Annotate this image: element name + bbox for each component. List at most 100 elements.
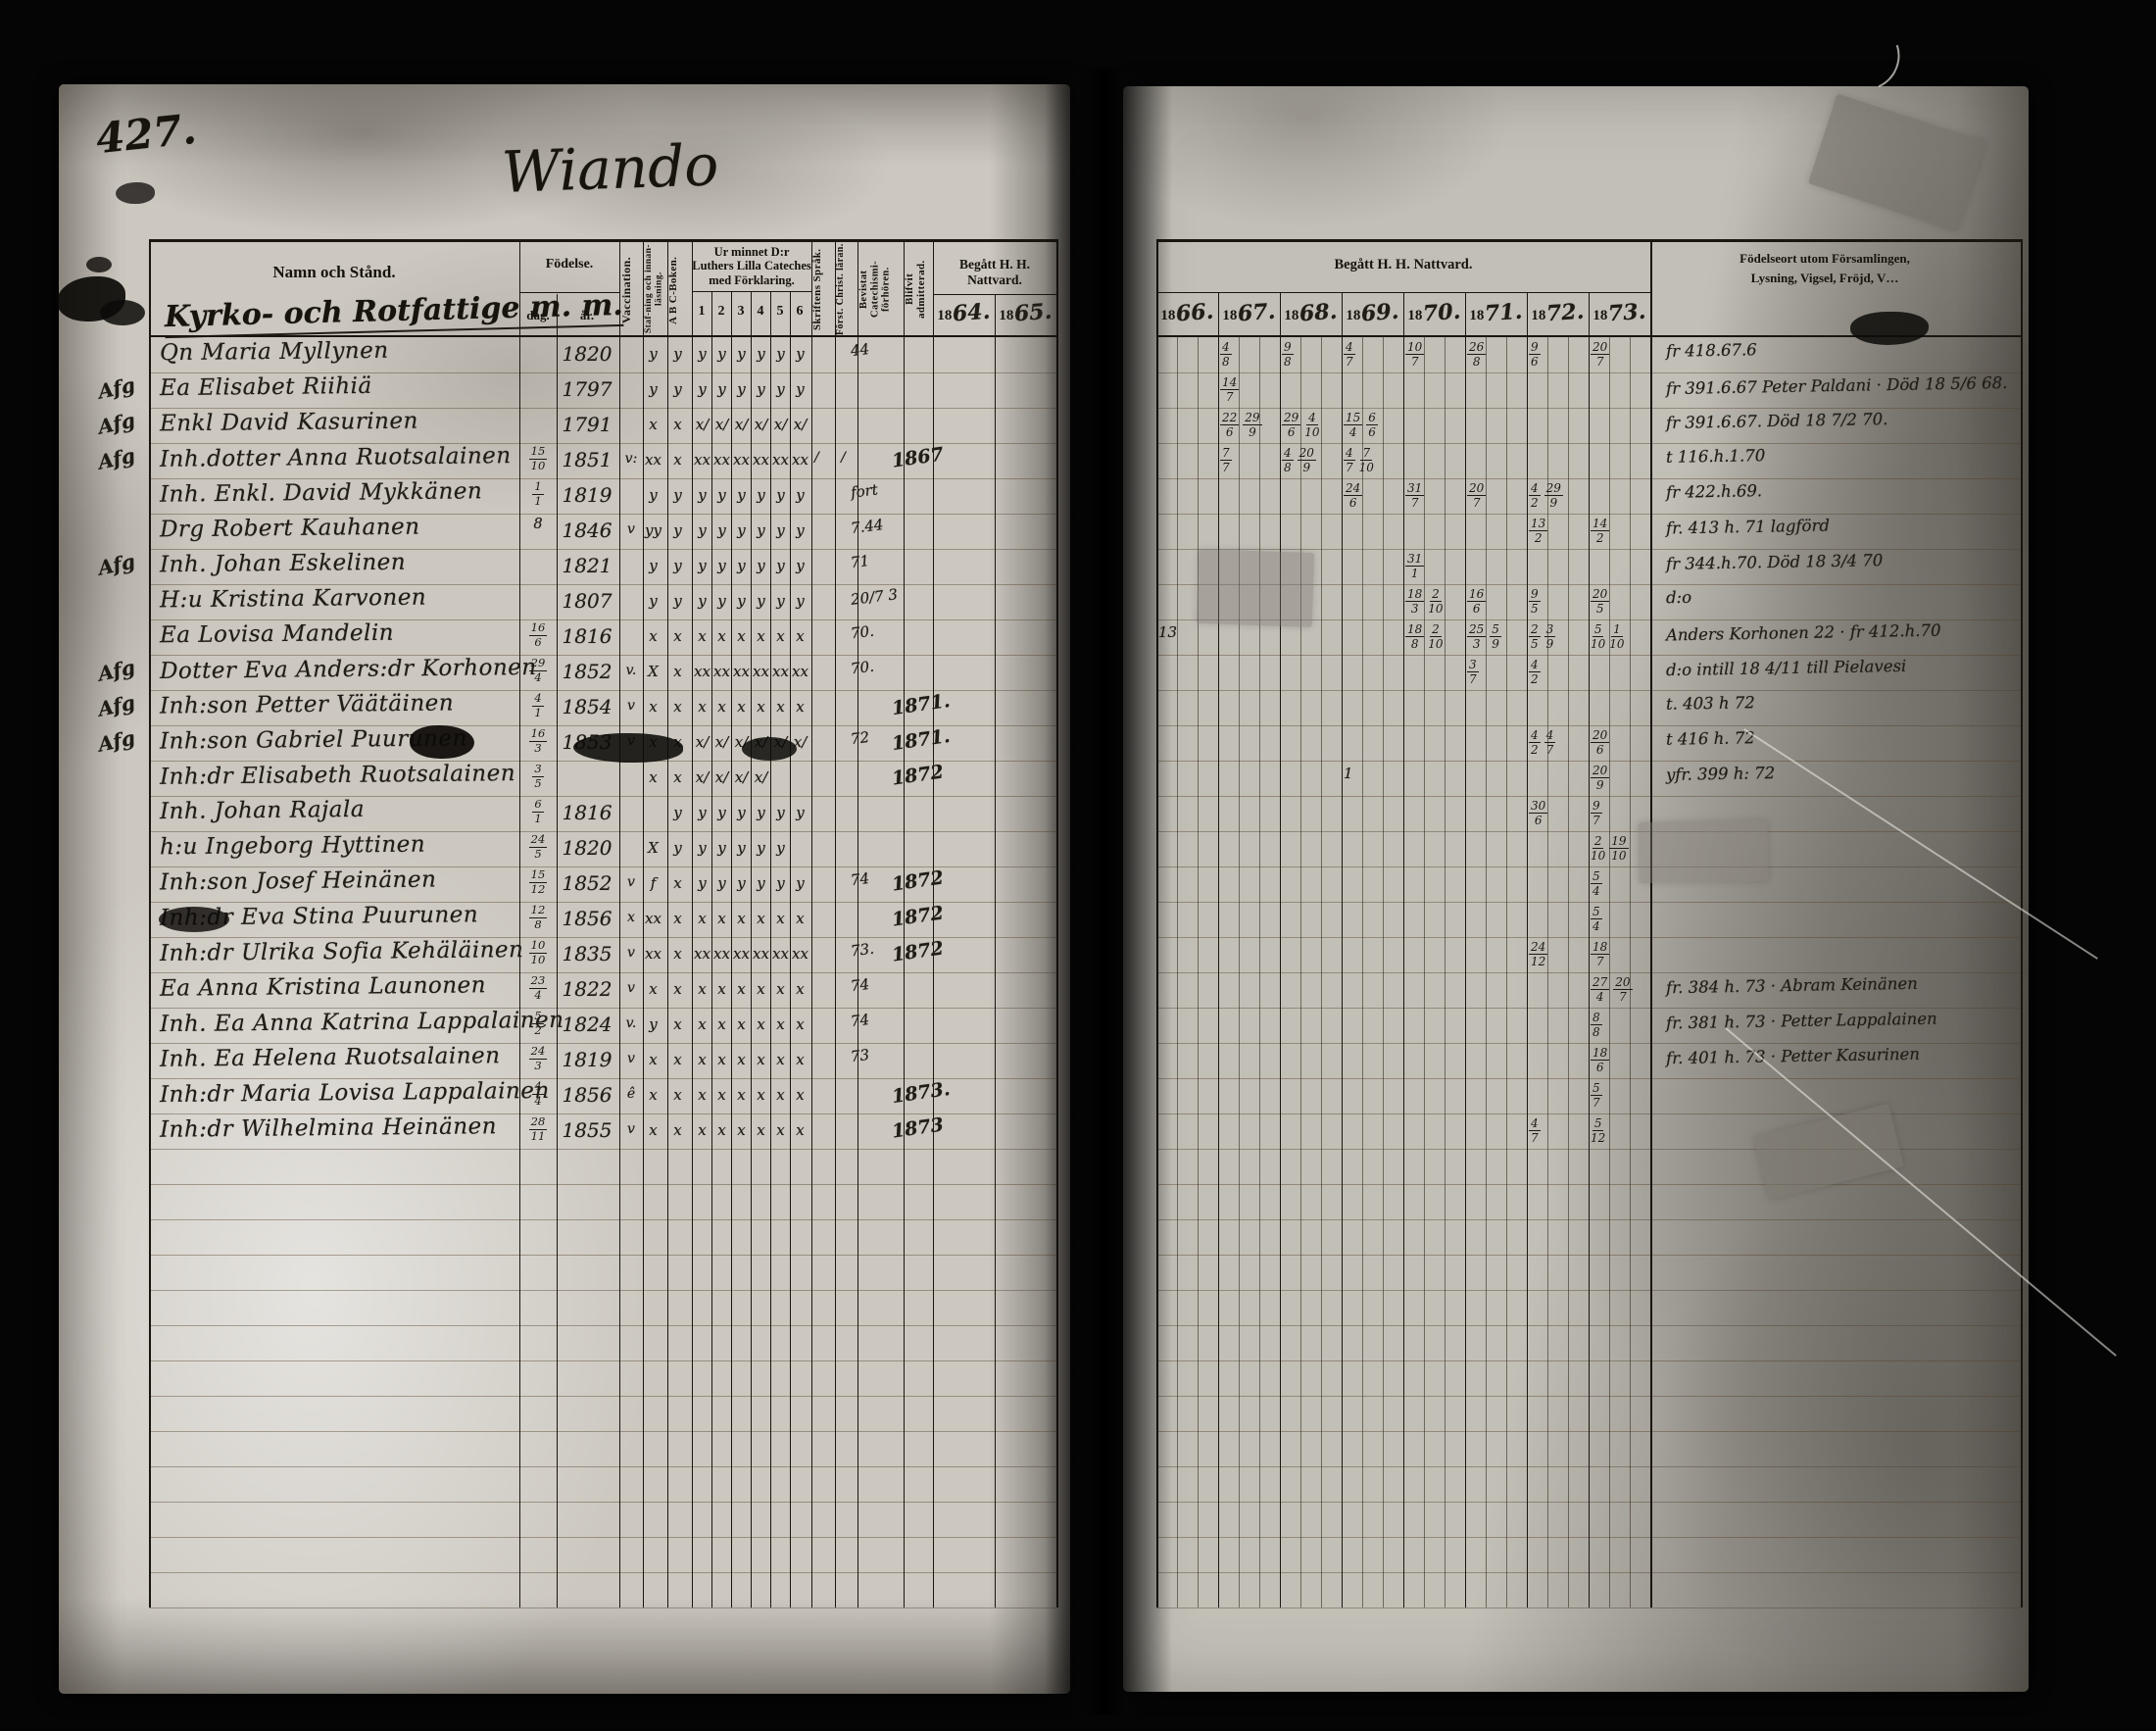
date-fraction: 23 4 bbox=[528, 973, 548, 1002]
entry-name: Ea Anna Kristina Launonen bbox=[159, 972, 487, 1002]
header-ar: år. bbox=[579, 308, 595, 322]
date-fraction: 29 9 bbox=[1243, 411, 1262, 439]
reading-mark: x bbox=[698, 1121, 707, 1139]
reading-mark: xx bbox=[694, 451, 710, 469]
year-handwritten: 73. bbox=[1607, 298, 1647, 327]
birth-year: 1855 bbox=[562, 1118, 612, 1142]
birth-year: 1854 bbox=[562, 695, 612, 718]
grid-line bbox=[1527, 292, 1528, 1607]
reading-mark: x bbox=[698, 627, 707, 645]
vaccination-mark: v bbox=[627, 1051, 635, 1066]
reading-mark: x bbox=[698, 698, 707, 716]
birth-year: 1835 bbox=[562, 942, 612, 965]
birth-day: 29 4 bbox=[520, 657, 556, 683]
reading-mark: x bbox=[698, 1086, 707, 1104]
cateches-col-number: 5 bbox=[776, 304, 784, 319]
grid-line bbox=[1156, 239, 2021, 242]
birth-year: 1791 bbox=[562, 413, 612, 436]
date-fraction: 13 2 bbox=[1529, 517, 1548, 545]
reading-mark: y bbox=[698, 486, 707, 504]
marginal-note: fr. 413 h. 71 lagförd bbox=[1665, 516, 1831, 538]
grid-line bbox=[149, 239, 151, 1607]
birth-year: 1851 bbox=[562, 448, 612, 471]
row-rule bbox=[149, 1360, 1056, 1361]
reading-mark: y bbox=[717, 380, 726, 398]
date-fraction: 29 9 bbox=[1544, 481, 1563, 510]
grid-line bbox=[1445, 335, 1446, 1607]
row-rule bbox=[149, 584, 1056, 585]
reading-mark: xx bbox=[713, 451, 730, 469]
paper-patch bbox=[1638, 819, 1769, 884]
grid-line bbox=[149, 335, 1058, 337]
entry-name: Inh. Johan Eskelinen bbox=[159, 549, 407, 578]
grid-line bbox=[1177, 335, 1178, 1607]
date-fraction: 2 10 bbox=[1428, 622, 1444, 651]
row-rule bbox=[149, 655, 1056, 656]
reading-mark: y bbox=[717, 874, 726, 892]
date-fraction: 20 7 bbox=[1591, 340, 1610, 369]
header-cateches: Ur minnet D:r Luthers Lilla Cateches med… bbox=[692, 245, 811, 287]
catechism-note: 44 bbox=[849, 339, 871, 361]
grid-line bbox=[1362, 335, 1363, 1607]
date-fraction: 20 9 bbox=[1297, 446, 1316, 474]
reading-mark: xx bbox=[792, 663, 808, 680]
row-rule bbox=[149, 1113, 1056, 1114]
reading-mark: x bbox=[698, 1015, 707, 1033]
date-fraction: 24 3 bbox=[528, 1044, 548, 1072]
row-rule bbox=[149, 408, 1056, 409]
row-rule bbox=[149, 690, 1056, 691]
birth-year: 1852 bbox=[562, 660, 612, 683]
grid-line bbox=[692, 291, 811, 292]
header-nattvard-right: Begått H. H. Nattvard. bbox=[1334, 257, 1473, 272]
date-fraction: 1 bbox=[1344, 765, 1353, 782]
grid-line bbox=[1547, 335, 1548, 1607]
header-notes-line1: Födelseort utom Församlingen, bbox=[1740, 251, 1910, 266]
grid-line bbox=[1609, 335, 1610, 1607]
communion-dates-1869: 24 6 bbox=[1344, 482, 1402, 509]
reading-mark: x/ bbox=[714, 733, 729, 751]
entry-name: Inh. Johan Rajala bbox=[159, 796, 366, 825]
grid-line bbox=[995, 294, 996, 1607]
reading-mark: x bbox=[737, 1121, 746, 1139]
communion-dates-1869: 4 7 7 10 bbox=[1344, 447, 1402, 473]
year-handwritten: 69. bbox=[1360, 298, 1400, 327]
reading-mark: x bbox=[673, 451, 682, 469]
reading-mark: xx bbox=[792, 945, 808, 963]
reading-mark: xx bbox=[772, 451, 789, 469]
catechism-note: 70. bbox=[849, 657, 875, 678]
grid-line bbox=[1568, 335, 1569, 1607]
communion-dates-1871: 26 8 bbox=[1467, 341, 1526, 368]
vaccination-mark: ê bbox=[626, 1086, 636, 1102]
grid-line bbox=[519, 239, 520, 1607]
communion-dates-1872: 30 6 bbox=[1529, 800, 1588, 826]
entry-name: h:u Ingeborg Hyttinen bbox=[159, 831, 426, 861]
grid-line bbox=[149, 239, 1058, 242]
reading-mark: x bbox=[776, 980, 785, 998]
reading-mark: y bbox=[698, 521, 707, 539]
communion-dates-1872: 4 2 29 9 bbox=[1529, 482, 1588, 509]
grid-line bbox=[790, 292, 791, 1607]
row-rule bbox=[149, 1043, 1056, 1044]
entry-name: Inh. Ea Anna Katrina Lappalainen bbox=[159, 1007, 564, 1038]
date-fraction: 18 6 bbox=[1591, 1046, 1610, 1074]
row-rule bbox=[149, 478, 1056, 479]
reading-mark: x bbox=[776, 910, 785, 927]
date-fraction: 31 7 bbox=[1405, 481, 1425, 510]
ink-blot bbox=[573, 733, 683, 763]
reading-mark: y bbox=[717, 521, 726, 539]
reading-mark: y bbox=[796, 592, 805, 610]
reading-mark: x bbox=[649, 1086, 658, 1104]
marginal-note: fr 418.67.6 bbox=[1665, 340, 1757, 361]
date-fraction: 15 4 bbox=[1344, 411, 1363, 439]
reading-mark: x bbox=[673, 980, 682, 998]
